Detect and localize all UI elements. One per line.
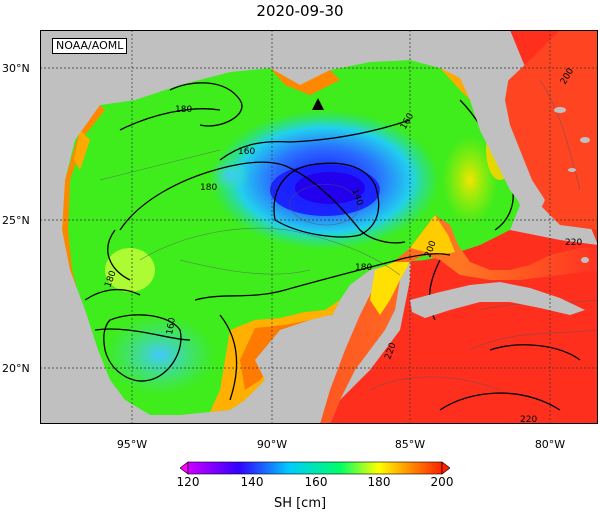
colorbar-tick: 180 bbox=[367, 475, 391, 489]
colorbar-tick: 120 bbox=[176, 475, 200, 489]
florida-land bbox=[440, 30, 545, 215]
contour-label: 180 bbox=[200, 183, 217, 193]
colorbar-tick: 140 bbox=[240, 475, 264, 489]
lon-tick-label: 80°W bbox=[534, 438, 566, 451]
lon-tick-label: 90°W bbox=[256, 438, 288, 451]
colorbar-tick: 200 bbox=[430, 475, 454, 489]
buoy-marker-icon bbox=[312, 98, 324, 110]
cuba-land bbox=[410, 282, 585, 318]
credit-label: NOAA/AOML bbox=[52, 38, 128, 54]
lat-tick-label: 30°N bbox=[2, 62, 30, 75]
contour-label: 220 bbox=[520, 415, 537, 424]
lon-tick-label: 95°W bbox=[116, 438, 148, 451]
grid-lines bbox=[40, 30, 598, 424]
colorbar bbox=[179, 460, 451, 479]
contour-label: 160 bbox=[165, 317, 178, 336]
contour-label: 180 bbox=[175, 105, 192, 115]
yucatan-land bbox=[235, 315, 345, 424]
map-border bbox=[40, 30, 598, 424]
contour-label: 220 bbox=[565, 238, 582, 248]
sea-height-map: 180 160 180 140 160 180 200 180 160 200 … bbox=[40, 30, 598, 424]
lat-tick-label: 20°N bbox=[2, 362, 30, 375]
contour-label: 180 bbox=[355, 263, 372, 273]
colorbar-tick: 160 bbox=[304, 475, 328, 489]
contour-lines bbox=[84, 82, 581, 411]
colorbar-unit-label: SH [cm] bbox=[273, 496, 327, 511]
map-title: 2020-09-30 bbox=[256, 2, 344, 20]
lat-tick-label: 25°N bbox=[2, 214, 30, 227]
lon-tick-label: 85°W bbox=[394, 438, 426, 451]
contour-label: 160 bbox=[238, 147, 255, 157]
